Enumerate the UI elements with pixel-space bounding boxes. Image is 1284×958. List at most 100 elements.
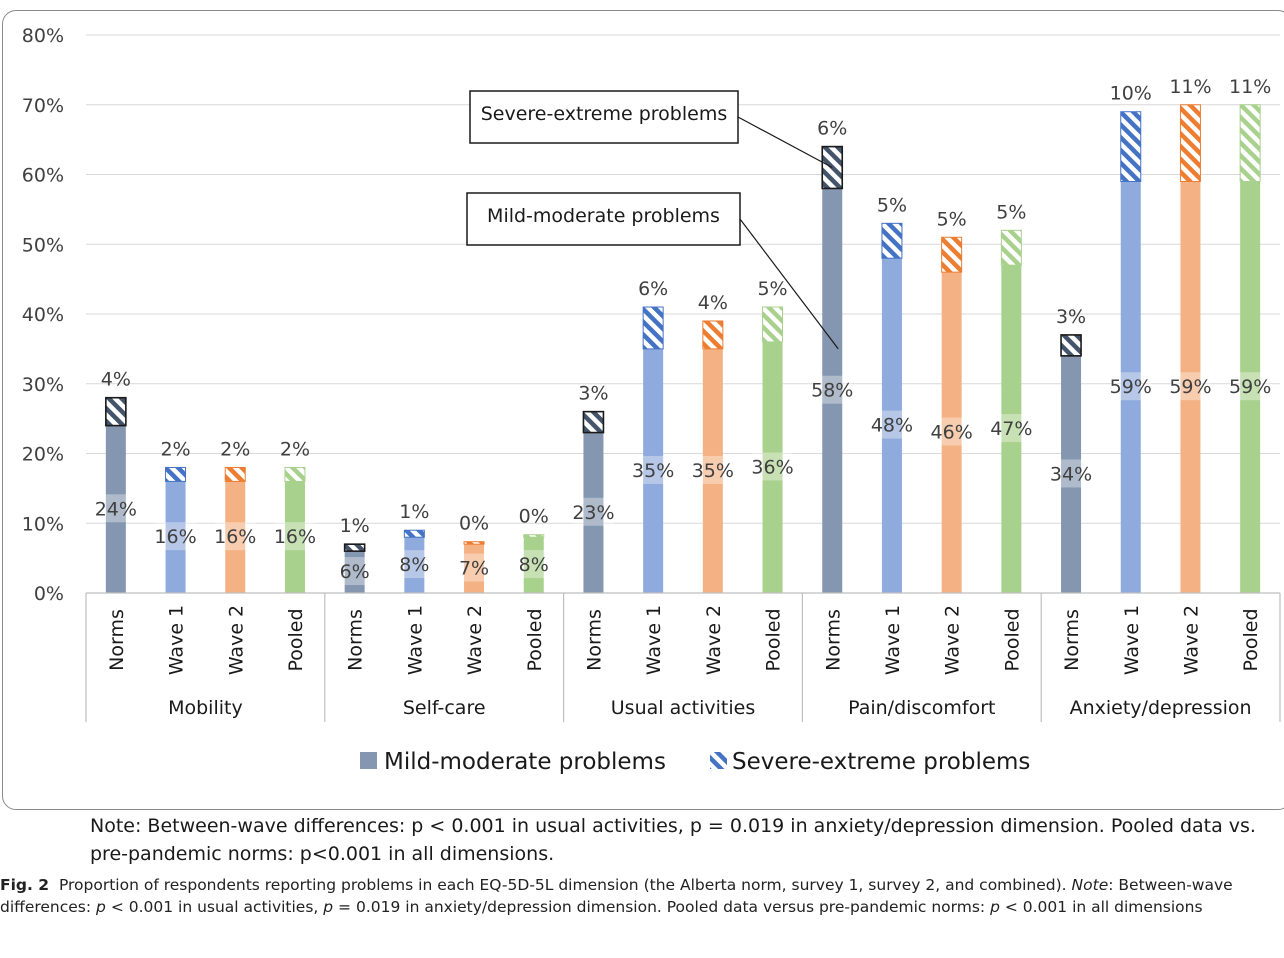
caption-p-3: p [990, 898, 1000, 916]
bar-severe-usual-activities-norms [582, 410, 605, 434]
bar-mild-self-care-norms [344, 551, 365, 593]
data-label-severe: 10% [1110, 83, 1152, 105]
x-tick-label: Norms [106, 609, 128, 671]
caption-text-2: : Between-wave differences: [0, 876, 1233, 916]
bar-severe-self-care-wave-1 [403, 529, 425, 538]
y-tick-label: 30% [22, 374, 64, 396]
y-tick-label: 0% [34, 583, 64, 605]
data-label-bg [95, 494, 137, 523]
bar-mild-anxiety-depression-norms [1061, 355, 1082, 593]
bar-severe-anxiety-depression-wave-2 [1179, 104, 1201, 182]
bar-severe-self-care-pooled [523, 534, 545, 538]
data-label-bg [991, 414, 1032, 443]
data-label-severe: 6% [638, 278, 668, 300]
x-tick-label: Wave 1 [1121, 605, 1143, 675]
data-label-mild: 16% [274, 526, 316, 548]
bar-mild-self-care-wave-2 [464, 544, 485, 593]
x-tick-label: Wave 2 [225, 605, 247, 675]
bar-severe-anxiety-depression-pooled [1239, 104, 1261, 182]
data-label-mild: 16% [214, 526, 256, 548]
bar-mild-self-care-pooled [523, 537, 544, 593]
data-label-mild: 59% [1110, 376, 1152, 398]
bar-mild-anxiety-depression-wave-2 [1180, 181, 1201, 593]
data-label-severe: 2% [220, 438, 250, 460]
data-label-mild: 47% [990, 418, 1032, 440]
caption-text-4: = 0.019 in anxiety/depression dimension.… [333, 898, 991, 916]
legend-label-mild: Mild-moderate problems [384, 749, 666, 775]
legend-swatch-severe [710, 752, 727, 769]
bar-severe-self-care-wave-2 [463, 541, 485, 545]
data-label-mild: 23% [572, 502, 614, 524]
x-tick-label: Wave 1 [882, 605, 904, 675]
bar-mild-mobility-wave-1 [165, 481, 186, 593]
x-tick-label: Pooled [285, 608, 307, 671]
data-label-severe: 2% [280, 438, 310, 460]
data-label-bg [692, 455, 734, 484]
data-label-severe: 0% [519, 506, 549, 528]
bar-severe-self-care-norms [343, 543, 366, 552]
x-tick-label: Wave 1 [643, 605, 665, 675]
bar-mild-anxiety-depression-pooled [1240, 181, 1261, 593]
group-label: Mobility [168, 697, 243, 719]
caption-p-1: p [96, 898, 106, 916]
data-label-mild: 6% [340, 561, 370, 583]
data-label-mild: 16% [154, 526, 196, 548]
data-label-severe: 11% [1169, 76, 1211, 98]
data-label-severe: 5% [757, 278, 787, 300]
data-label-bg [519, 550, 549, 579]
data-label-bg [399, 550, 429, 579]
group-label: Usual activities [611, 697, 755, 719]
x-tick-label: Wave 2 [703, 605, 725, 675]
y-tick-label: 40% [22, 304, 64, 326]
data-label-severe: 6% [817, 118, 847, 140]
data-label-mild: 35% [632, 460, 674, 482]
bar-mild-pain-discomfort-wave-1 [881, 258, 902, 593]
stacked-bar-chart: 24% 4% 16% 2% 16% 2% 16% 2% 6% 1% 8% 1% 7% 0% 8% 0% 23% 3… [22, 25, 1281, 775]
data-label-bg [1170, 372, 1211, 401]
bar-mild-self-care-wave-1 [404, 537, 425, 593]
caption-note-word: Note [1071, 876, 1109, 894]
data-label-mild: 34% [1050, 463, 1092, 485]
data-label-mild: 8% [519, 554, 549, 576]
callout-label-mild: Mild-moderate problems [487, 205, 720, 227]
y-tick-label: 20% [22, 444, 64, 466]
bar-severe-pain-discomfort-wave-2 [941, 236, 963, 273]
data-label-bg [340, 557, 370, 586]
bar-mild-anxiety-depression-wave-1 [1120, 181, 1141, 593]
bar-severe-mobility-norms [105, 396, 127, 427]
bar-severe-mobility-pooled [284, 466, 306, 482]
data-label-mild: 58% [811, 380, 853, 402]
data-label-mild: 59% [1229, 376, 1271, 398]
data-label-severe: 4% [101, 369, 131, 391]
bar-mild-pain-discomfort-norms [822, 188, 843, 593]
x-tick-label: Wave 2 [942, 605, 964, 675]
x-tick-label: Norms [583, 609, 605, 671]
bar-mild-mobility-wave-2 [225, 481, 246, 593]
data-label-bg [812, 375, 853, 404]
bar-severe-usual-activities-wave-1 [642, 306, 664, 350]
bar-mild-mobility-norms [105, 425, 126, 593]
data-label-mild: 7% [459, 558, 489, 580]
y-tick-label: 10% [22, 513, 64, 535]
data-label-severe: 1% [340, 515, 370, 537]
x-tick-label: Pooled [763, 608, 785, 671]
x-tick-label: Wave 2 [464, 605, 486, 675]
data-label-bg [931, 417, 972, 446]
data-label-mild: 24% [95, 498, 137, 520]
x-tick-label: Wave 1 [166, 605, 188, 675]
data-label-bg [573, 497, 614, 526]
data-label-severe: 1% [399, 501, 429, 523]
data-label-severe: 5% [996, 201, 1026, 223]
data-label-bg [155, 522, 196, 551]
figure-caption: Fig. 2 Proportion of respondents reporti… [0, 874, 1280, 918]
callout-leader-mild [739, 218, 839, 350]
data-label-bg [871, 410, 913, 439]
callout-label-severe: Severe-extreme problems [481, 103, 728, 125]
bar-severe-anxiety-depression-norms [1060, 334, 1082, 357]
caption-text-1: Proportion of respondents reporting prob… [58, 876, 1067, 894]
x-tick-label: Norms [345, 609, 367, 671]
data-label-severe: 3% [1056, 306, 1086, 328]
bar-severe-usual-activities-wave-2 [702, 320, 724, 350]
data-label-mild: 59% [1169, 376, 1211, 398]
bar-mild-pain-discomfort-pooled [1001, 265, 1022, 593]
